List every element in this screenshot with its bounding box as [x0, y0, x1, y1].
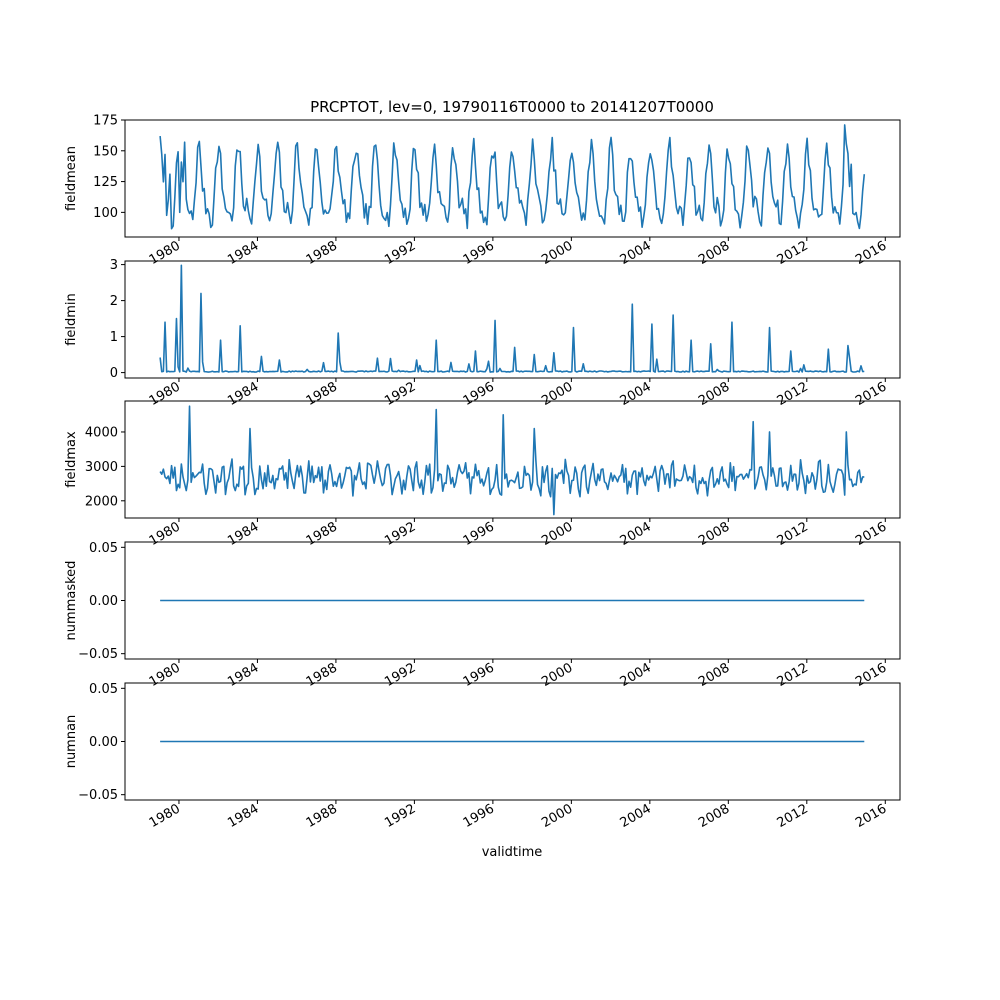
- x-tick-label: 2004: [618, 801, 654, 831]
- x-tick-label: 2008: [696, 519, 732, 549]
- y-tick-label: 0.00: [89, 735, 118, 750]
- x-tick-label: 1984: [225, 519, 261, 549]
- series-line-fieldmean: [159, 124, 866, 230]
- x-tick-label: 1988: [304, 238, 340, 268]
- y-tick-label: 100: [93, 206, 118, 221]
- chart-title: PRCPTOT, lev=0, 19790116T0000 to 2014120…: [310, 98, 714, 116]
- x-tick-label: 1996: [461, 801, 497, 831]
- x-tick-label: 2004: [618, 660, 654, 690]
- x-tick-label: 1980: [147, 801, 183, 831]
- y-tick-label: 0.05: [89, 682, 118, 697]
- x-tick-label: 2000: [539, 519, 575, 549]
- x-tick-label: 2016: [853, 379, 889, 409]
- x-tick-label: 2004: [618, 519, 654, 549]
- x-tick-label: 2016: [853, 238, 889, 268]
- x-tick-label: 1996: [461, 238, 497, 268]
- y-tick-label: 0: [110, 366, 118, 381]
- y-tick-label: 3000: [85, 460, 118, 475]
- x-tick-label: 2000: [539, 660, 575, 690]
- x-tick-label: 1992: [382, 801, 418, 831]
- x-tick-label: 1992: [382, 238, 418, 268]
- y-tick-label: 4000: [85, 425, 118, 440]
- x-tick-label: 1984: [225, 660, 261, 690]
- x-tick-label: 2012: [775, 238, 811, 268]
- x-tick-label: 1984: [225, 801, 261, 831]
- x-tick-label: 1988: [304, 801, 340, 831]
- y-tick-label: 150: [93, 144, 118, 159]
- y-tick-label: 3: [110, 258, 118, 273]
- x-tick-label: 2012: [775, 519, 811, 549]
- x-tick-label: 2008: [696, 379, 732, 409]
- x-tick-label: 1980: [147, 379, 183, 409]
- x-tick-label: 2008: [696, 238, 732, 268]
- x-tick-label: 1988: [304, 519, 340, 549]
- y-axis-label: fieldmax: [64, 431, 79, 488]
- x-tick-label: 2016: [853, 801, 889, 831]
- axes-frame: [124, 400, 901, 519]
- y-tick-label: −0.05: [78, 788, 118, 803]
- x-tick-label: 1984: [225, 379, 261, 409]
- x-tick-label: 2012: [775, 379, 811, 409]
- series-line-fieldmin: [159, 264, 865, 373]
- x-tick-label: 1980: [147, 238, 183, 268]
- x-tick-label: 2016: [853, 660, 889, 690]
- y-axis-label: fieldmin: [64, 293, 79, 346]
- y-tick-label: 1: [110, 330, 118, 345]
- panel-fieldmin: 0 1 2 3 fieldmin 1980 1984 1988 1992 1996 2000 2004…: [64, 258, 901, 409]
- x-tick-label: 2012: [775, 660, 811, 690]
- y-tick-label: 2: [110, 294, 118, 309]
- x-tick-label: 2008: [696, 660, 732, 690]
- y-axis-label: nummasked: [64, 561, 79, 641]
- y-axis-label: numnan: [64, 715, 79, 769]
- y-tick-label: 175: [93, 114, 118, 129]
- x-tick-label: 1984: [225, 238, 261, 268]
- panel-fieldmean: 100 125 150 175 fieldmean 1980 1984 1988 1992 199…: [64, 114, 901, 268]
- y-tick-label: −0.05: [78, 647, 118, 662]
- x-tick-label: 2000: [539, 801, 575, 831]
- x-tick-label: 1992: [382, 519, 418, 549]
- x-tick-label: 1996: [461, 660, 497, 690]
- x-axis-label: validtime: [482, 845, 543, 860]
- y-tick-label: 2000: [85, 494, 118, 509]
- x-tick-label: 1996: [461, 519, 497, 549]
- x-tick-label: 1996: [461, 379, 497, 409]
- x-tick-label: 1980: [147, 519, 183, 549]
- axes-frame: [124, 119, 901, 238]
- x-tick-label: 2012: [775, 801, 811, 831]
- x-tick-label: 2004: [618, 379, 654, 409]
- x-tick-label: 2004: [618, 238, 654, 268]
- x-tick-label: 2016: [853, 519, 889, 549]
- x-tick-label: 1988: [304, 379, 340, 409]
- y-tick-label: 0.05: [89, 541, 118, 556]
- y-tick-label: 125: [93, 175, 118, 190]
- x-tick-label: 1992: [382, 379, 418, 409]
- x-tick-label: 1980: [147, 660, 183, 690]
- x-tick-label: 1992: [382, 660, 418, 690]
- panel-numnan: −0.05 0.00 0.05 numnan 1980 1984 1988 1992 1996 2…: [64, 682, 901, 831]
- x-tick-label: 2000: [539, 238, 575, 268]
- panel-fieldmax: 2000 3000 4000 fieldmax 1980 1984 1988 1992 1996…: [64, 400, 901, 549]
- x-tick-label: 2008: [696, 801, 732, 831]
- y-axis-label: fieldmean: [64, 146, 79, 211]
- y-tick-label: 0.00: [89, 594, 118, 609]
- panel-nummasked: −0.05 0.00 0.05 nummasked 1980 1984 1988 1992 19…: [64, 541, 901, 690]
- series-line-fieldmax: [159, 405, 865, 516]
- x-tick-label: 1988: [304, 660, 340, 690]
- x-tick-label: 2000: [539, 379, 575, 409]
- subplots: 100 125 150 175 fieldmean 1980 1984 1988 1992 199…: [64, 114, 901, 831]
- axes-frame: [124, 260, 901, 379]
